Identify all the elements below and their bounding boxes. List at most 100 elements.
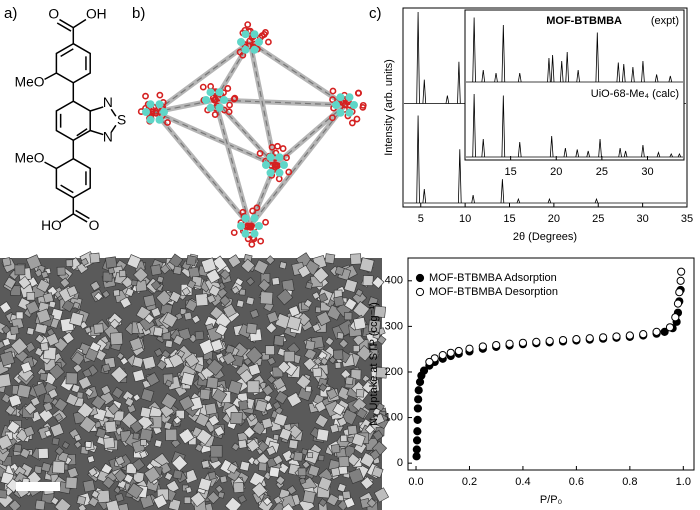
data-point	[639, 330, 648, 339]
crystal	[144, 313, 155, 324]
crystal	[172, 415, 182, 425]
crystal	[351, 432, 366, 447]
crystal	[87, 467, 98, 477]
zirconium	[275, 153, 284, 162]
crystal	[307, 452, 314, 459]
crystal	[205, 268, 221, 284]
crystal	[312, 266, 330, 284]
x-tick-label: 35	[681, 213, 693, 225]
crystal	[150, 264, 162, 276]
crystal	[8, 499, 22, 510]
crystal	[311, 323, 321, 333]
data-point	[675, 288, 684, 297]
crystal	[139, 450, 148, 459]
crystal	[93, 323, 104, 334]
crystal	[0, 434, 13, 451]
crystal	[317, 476, 333, 491]
crystal	[54, 412, 64, 422]
crystal	[14, 264, 26, 276]
crystal	[305, 385, 312, 393]
crystal	[84, 326, 92, 334]
crystal	[50, 308, 64, 321]
crystal	[324, 336, 335, 347]
crystal	[190, 491, 206, 508]
crystal	[113, 469, 128, 483]
crystal	[54, 446, 65, 456]
crystal	[116, 352, 125, 361]
crystal	[195, 412, 210, 428]
crystal	[84, 347, 99, 362]
crystal	[293, 451, 304, 462]
y-tick-label: 400	[385, 275, 403, 287]
crystal	[95, 427, 107, 439]
peak	[559, 60, 564, 83]
crystal	[163, 421, 173, 431]
crystal	[42, 401, 54, 412]
crystal	[254, 399, 268, 413]
crystal	[188, 333, 198, 343]
crystal	[324, 253, 336, 265]
x-tick-label: 30	[637, 213, 649, 225]
crystal	[65, 476, 78, 490]
linker	[249, 41, 346, 106]
peak	[547, 57, 551, 83]
data-point	[625, 331, 634, 340]
crystal	[371, 466, 384, 479]
crystal	[233, 481, 245, 494]
atom-label: MeO	[15, 150, 45, 165]
bond	[60, 213, 74, 223]
crystal	[61, 441, 70, 450]
crystal	[104, 420, 117, 433]
crystal	[272, 377, 286, 391]
legend-label: MOF-BTBMBA Desorption	[429, 286, 558, 298]
crystal	[334, 362, 342, 369]
crystal	[33, 465, 43, 475]
crystal	[132, 432, 140, 440]
crystal	[117, 503, 130, 510]
oxygen	[274, 142, 281, 150]
crystal	[32, 382, 48, 397]
oxygen	[257, 237, 265, 245]
crystal	[287, 424, 303, 439]
crystal	[142, 355, 157, 370]
crystal	[263, 394, 272, 403]
crystal	[210, 338, 224, 352]
crystal	[72, 301, 81, 310]
crystal	[84, 441, 92, 448]
oxygen	[199, 83, 207, 91]
crystal	[13, 443, 23, 453]
crystal	[231, 285, 240, 295]
crystal	[206, 376, 219, 389]
crystal	[177, 349, 186, 358]
crystal	[206, 294, 217, 304]
peak	[422, 189, 427, 204]
crystal	[107, 402, 120, 416]
crystal	[338, 338, 349, 349]
crystal	[343, 278, 358, 293]
crystal	[279, 261, 288, 270]
crystal	[96, 489, 111, 504]
crystal	[352, 397, 367, 413]
peak	[501, 24, 506, 83]
oxygen	[156, 91, 164, 99]
crystal	[258, 278, 271, 292]
bond	[44, 72, 57, 81]
atom-label: OH	[86, 7, 107, 22]
zirconium	[160, 108, 168, 116]
crystal	[52, 460, 66, 474]
y-axis-label: N₂ Uptake at STP (ccg⁻¹)	[368, 302, 380, 426]
crystal	[302, 490, 316, 504]
crystal	[0, 301, 12, 314]
crystal	[211, 388, 228, 404]
x-tick-label: 20	[550, 166, 562, 178]
crystal	[47, 388, 59, 400]
crystal	[275, 475, 286, 486]
crystal	[225, 344, 235, 355]
crystal	[194, 443, 204, 453]
crystal	[1, 393, 12, 404]
crystal	[217, 491, 225, 499]
crystal	[286, 485, 297, 495]
crystal	[123, 473, 134, 484]
crystal	[236, 299, 245, 308]
crystal	[215, 484, 224, 494]
